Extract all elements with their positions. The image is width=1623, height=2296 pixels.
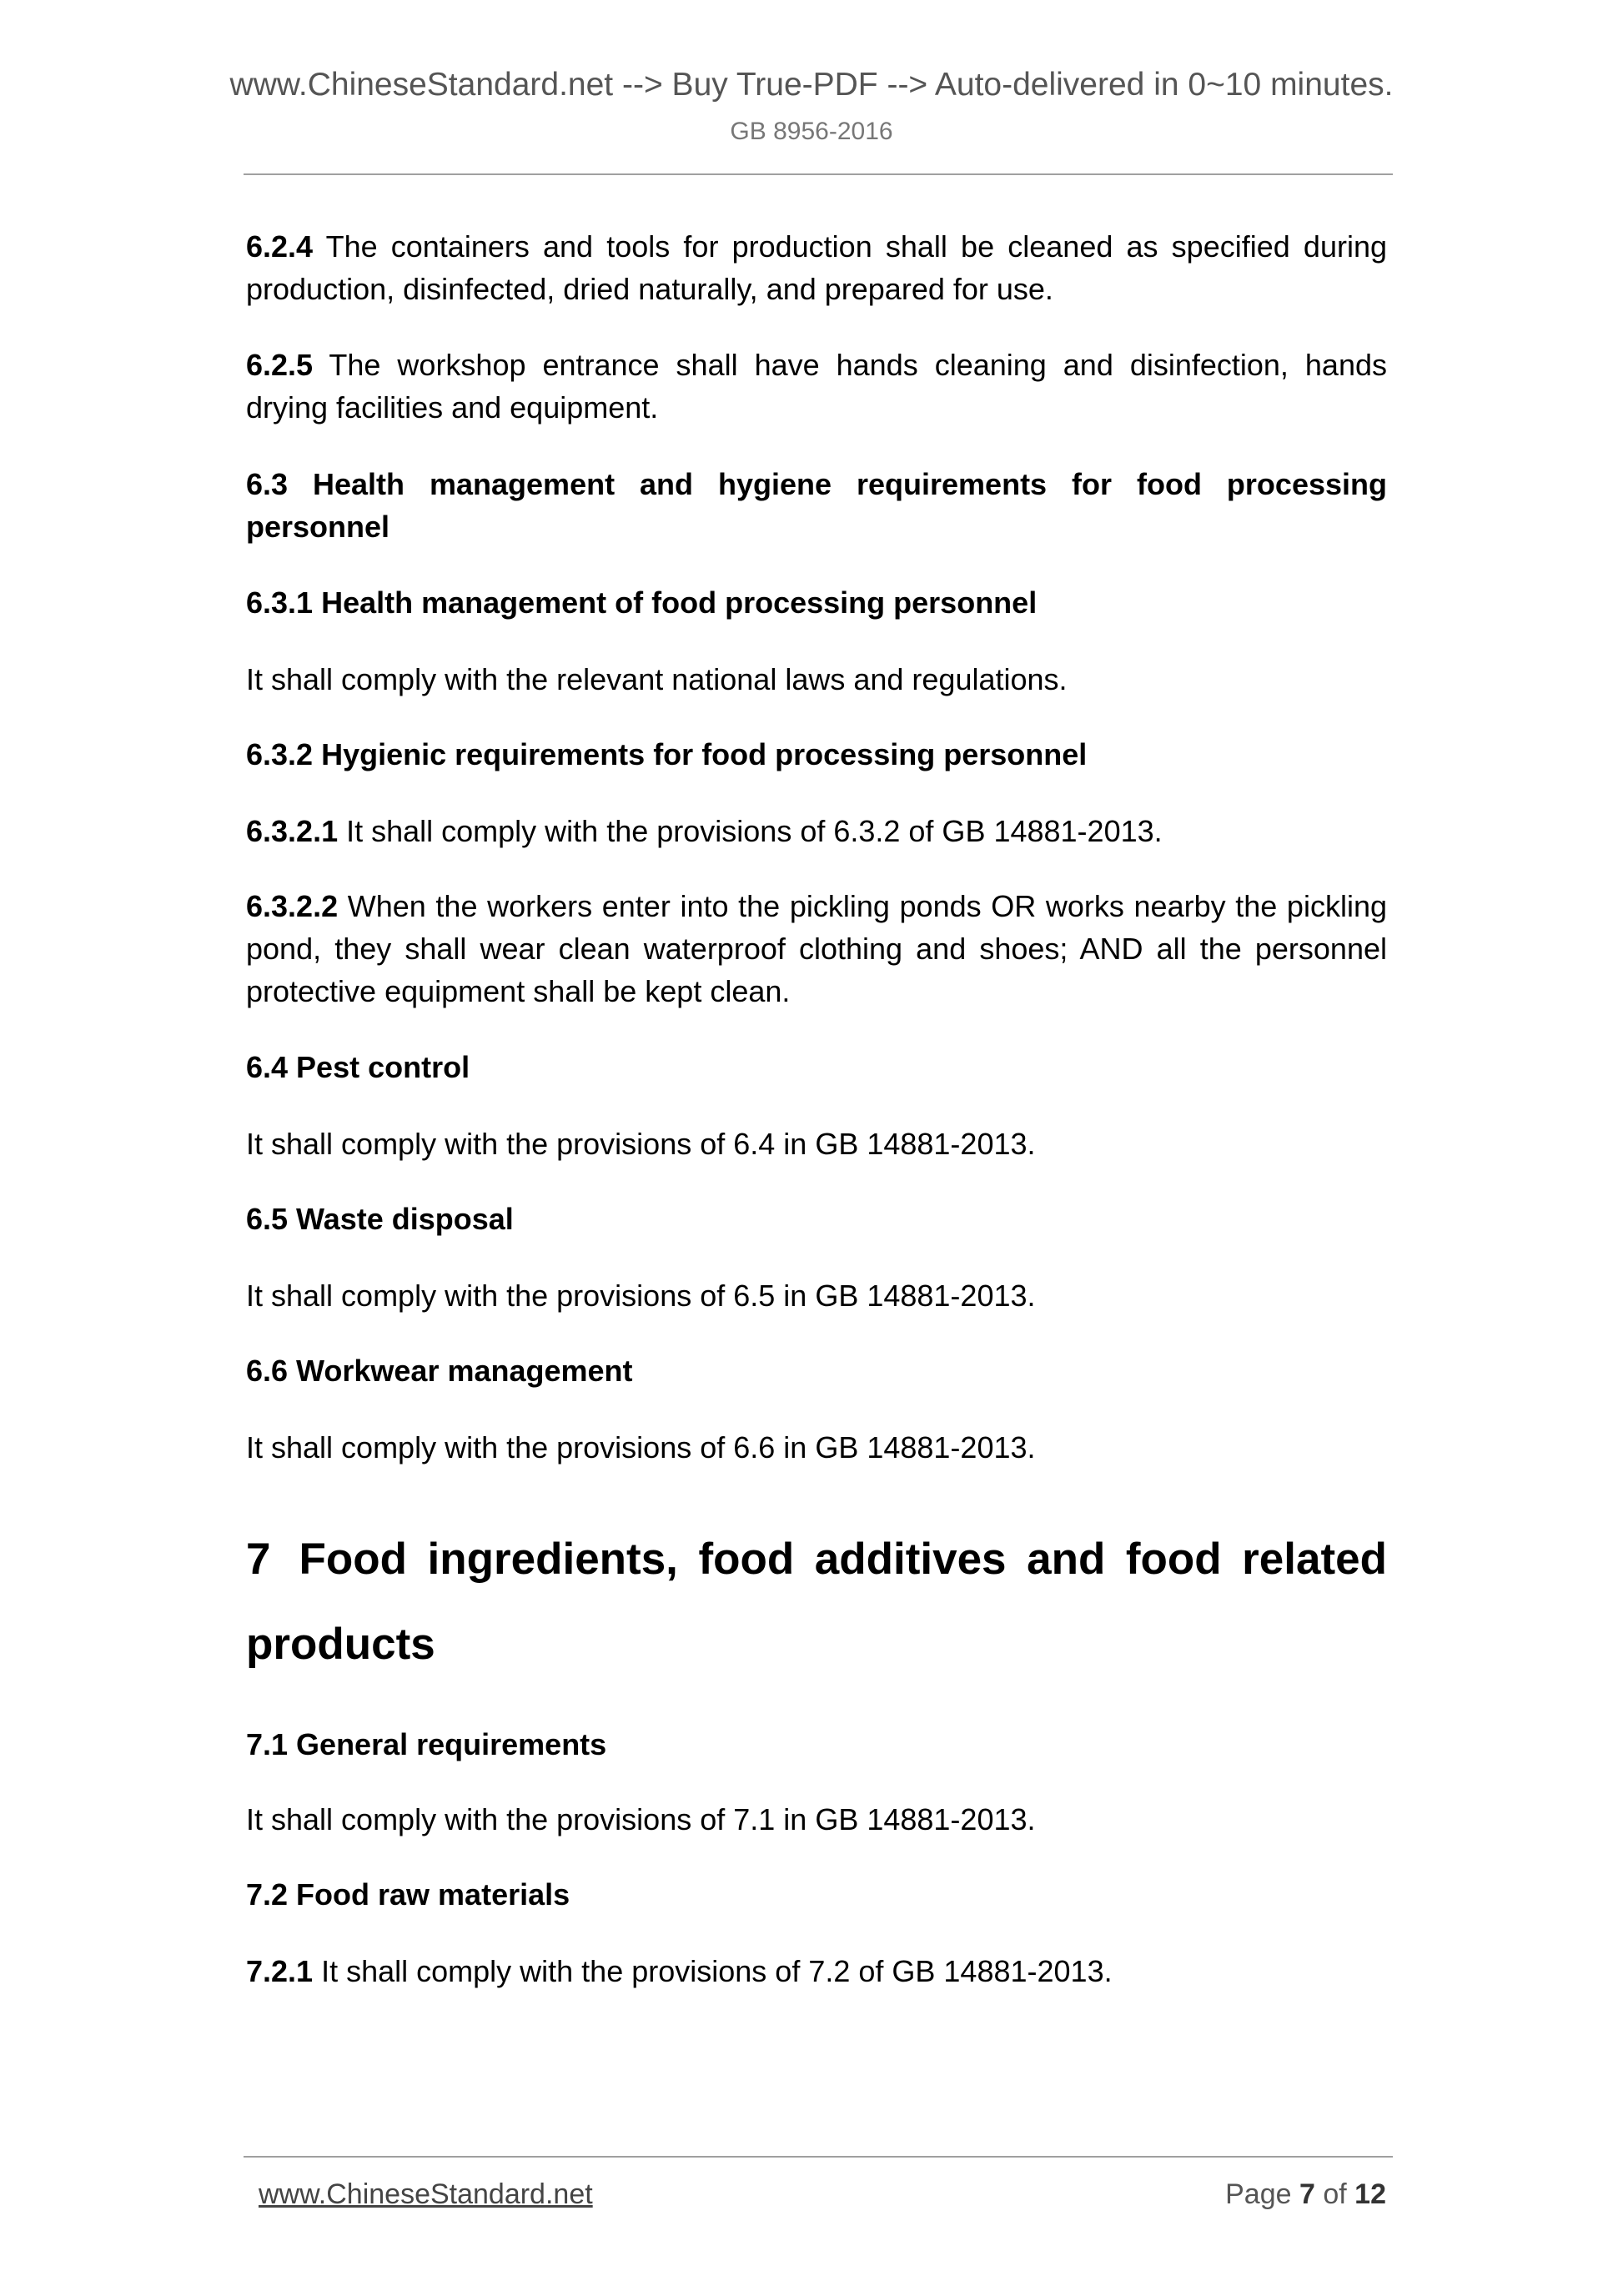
- clause-text: When the workers enter into the pickling…: [246, 889, 1387, 1008]
- clause-number: 6.2.5: [246, 348, 314, 382]
- page-label: Page: [1225, 2178, 1292, 2210]
- document-id: GB 8956-2016: [730, 118, 893, 145]
- clause-text: It shall comply with the provisions of 6…: [246, 1127, 1036, 1161]
- paragraph: It shall comply with the provisions of 6…: [246, 1123, 1387, 1165]
- page-number: 7: [1299, 2178, 1315, 2210]
- paragraph: 6.2.5 The workshop entrance shall have h…: [246, 344, 1387, 429]
- section-heading: 6.3.1 Health management of food processi…: [246, 581, 1387, 624]
- chapter-number: 7: [246, 1535, 271, 1584]
- page-total: 12: [1354, 2178, 1386, 2210]
- of-label: of: [1323, 2178, 1347, 2210]
- clause-text: It shall comply with the provisions of 7…: [246, 1802, 1036, 1836]
- paragraph: It shall comply with the provisions of 6…: [246, 1426, 1387, 1469]
- paragraph: 6.3.2.1 It shall comply with the provisi…: [246, 810, 1387, 852]
- clause-number: 6.4 Pest control: [246, 1050, 470, 1084]
- section-heading: 6.3.2 Hygienic requirements for food pro…: [246, 733, 1387, 776]
- clause-number: 6.2.4: [246, 229, 314, 264]
- clause-text: The containers and tools for production …: [246, 229, 1387, 306]
- paragraph: It shall comply with the provisions of 7…: [246, 1798, 1387, 1841]
- section-heading: 6.3 Health management and hygiene requir…: [246, 463, 1387, 548]
- section-heading: 6.6 Workwear management: [246, 1349, 1387, 1392]
- header-banner: www.ChineseStandard.net --> Buy True-PDF…: [229, 67, 1394, 103]
- clause-number: 7.2.1: [246, 1954, 314, 1988]
- section-heading: 6.4 Pest control: [246, 1046, 1387, 1088]
- clause-number: 6.3 Health management and hygiene requir…: [246, 467, 1387, 544]
- clause-text: It shall comply with the provisions of 6…: [338, 814, 1163, 848]
- chapter-title: Food ingredients, food additives and foo…: [246, 1535, 1387, 1669]
- clause-number: 6.3.2.2: [246, 889, 339, 923]
- paragraph: 7.2.1 It shall comply with the provision…: [246, 1950, 1387, 1992]
- header-divider: [244, 173, 1393, 175]
- footer-divider: [244, 2156, 1393, 2158]
- clause-number: 6.6 Workwear management: [246, 1354, 633, 1388]
- footer-link[interactable]: www.ChineseStandard.net: [259, 2178, 593, 2210]
- clause-number: 6.5 Waste disposal: [246, 1202, 514, 1236]
- section-heading: 7.2 Food raw materials: [246, 1873, 1387, 1916]
- clause-number: 7.1 General requirements: [246, 1727, 607, 1761]
- clause-number: 7.2 Food raw materials: [246, 1877, 570, 1912]
- paragraph: 6.2.4 The containers and tools for produ…: [246, 225, 1387, 310]
- clause-text: It shall comply with the relevant nation…: [246, 662, 1068, 696]
- clause-number: 6.3.2.1: [246, 814, 339, 848]
- clause-text: It shall comply with the provisions of 6…: [246, 1279, 1036, 1313]
- section-heading: 6.5 Waste disposal: [246, 1198, 1387, 1240]
- paragraph: 6.3.2.2 When the workers enter into the …: [246, 885, 1387, 1012]
- chapter-heading: 7 Food ingredients, food additives and fo…: [246, 1517, 1387, 1687]
- clause-text: The workshop entrance shall have hands c…: [246, 348, 1387, 425]
- clause-text: It shall comply with the provisions of 7…: [313, 1954, 1113, 1988]
- clause-text: It shall comply with the provisions of 6…: [246, 1430, 1036, 1465]
- page-indicator: Page 7 of 12: [1225, 2178, 1386, 2211]
- clause-number: 6.3.1 Health management of food processi…: [246, 585, 1038, 620]
- section-heading: 7.1 General requirements: [246, 1723, 1387, 1766]
- clause-number: 6.3.2 Hygienic requirements for food pro…: [246, 737, 1088, 771]
- paragraph: It shall comply with the relevant nation…: [246, 658, 1387, 701]
- paragraph: It shall comply with the provisions of 6…: [246, 1274, 1387, 1317]
